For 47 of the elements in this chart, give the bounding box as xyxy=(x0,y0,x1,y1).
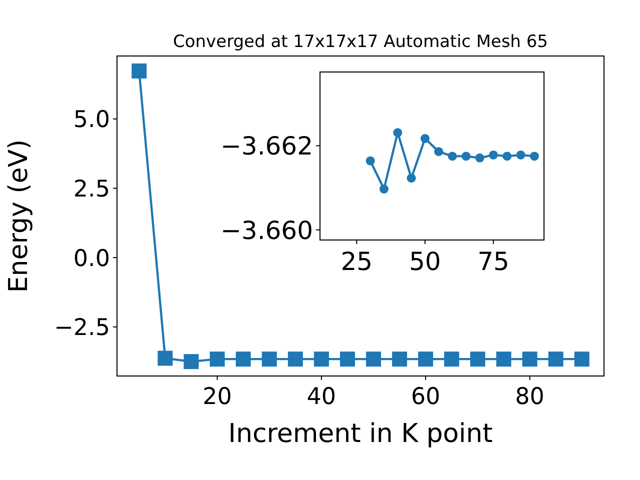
point xyxy=(475,153,484,162)
point xyxy=(158,350,173,366)
point xyxy=(462,152,471,161)
point xyxy=(366,352,382,367)
point xyxy=(340,352,355,367)
x-axis-title: Increment in K point xyxy=(228,419,493,449)
point xyxy=(548,352,564,367)
y-tick-label: −3.662 xyxy=(220,132,313,161)
point xyxy=(470,352,486,367)
point xyxy=(262,352,277,367)
chart-title: Converged at 17x17x17 Automatic Mesh 65 xyxy=(173,32,548,52)
point xyxy=(516,150,526,160)
point xyxy=(444,352,460,367)
x-tick-label: 25 xyxy=(340,246,373,276)
point xyxy=(366,156,375,166)
point xyxy=(448,152,457,161)
point xyxy=(530,152,539,161)
point xyxy=(314,352,329,367)
x-tick-label: 20 xyxy=(202,384,232,410)
x-tick-label: 40 xyxy=(306,384,336,410)
x-tick-label: 75 xyxy=(477,246,510,276)
y-tick-label: 2.5 xyxy=(73,176,110,203)
y-axis-title: Energy (eV) xyxy=(4,139,34,293)
point xyxy=(210,352,225,367)
point xyxy=(393,128,402,138)
x-tick-label: 80 xyxy=(515,384,544,410)
point xyxy=(434,147,444,156)
y-tick-label: 0.0 xyxy=(73,246,110,272)
point xyxy=(418,352,434,367)
y-tick-label: −3.660 xyxy=(220,216,313,245)
point xyxy=(488,150,498,160)
point xyxy=(132,63,147,78)
point xyxy=(236,352,251,367)
point xyxy=(496,352,512,367)
point xyxy=(420,134,430,144)
point xyxy=(184,354,199,370)
y-tick-label: 5.0 xyxy=(73,107,110,134)
point xyxy=(574,352,590,367)
y-tick-label: −2.5 xyxy=(54,315,110,342)
x-tick-label: 50 xyxy=(409,246,441,276)
point xyxy=(522,352,538,367)
point xyxy=(380,184,388,194)
point xyxy=(502,152,512,161)
point xyxy=(392,352,408,367)
point xyxy=(406,174,416,183)
x-tick-label: 60 xyxy=(410,384,440,410)
point xyxy=(288,352,303,367)
